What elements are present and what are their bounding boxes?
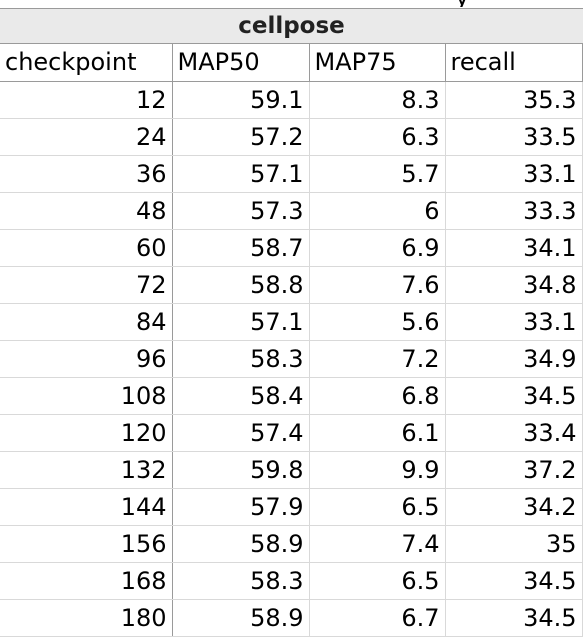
map50-cell[interactable]: 57.4 [172,414,310,452]
map50-cell[interactable]: 58.4 [172,377,310,415]
table-row: 108 58.4 6.8 34.5 [0,377,583,415]
table-row: 48 57.3 6 33.3 [0,192,583,230]
map50-cell[interactable]: 57.2 [172,118,310,156]
table-body: 12 59.1 8.3 35.3 24 57.2 6.3 33.5 36 57.1 5.7 33.1 4… [0,81,583,637]
table-row: 156 58.9 7.4 35 [0,525,583,563]
map75-cell[interactable]: 6.1 [309,414,446,452]
table-row: 12 59.1 8.3 35.3 [0,81,583,119]
map75-cell[interactable]: 5.6 [309,303,446,341]
map50-cell[interactable]: 57.1 [172,155,310,193]
map75-cell[interactable]: 5.7 [309,155,446,193]
header-cell-checkpoint[interactable]: checkpoint [0,44,173,82]
table-row: 36 57.1 5.7 33.1 [0,155,583,193]
recall-cell[interactable]: 33.1 [445,303,583,341]
header-cell-recall[interactable]: recall [445,44,583,82]
checkpoint-cell[interactable]: 180 [0,599,173,637]
recall-cell[interactable]: 34.8 [445,266,583,304]
map75-cell[interactable]: 6.9 [309,229,446,267]
checkpoint-cell[interactable]: 144 [0,488,173,526]
checkpoint-cell[interactable]: 156 [0,525,173,563]
cropped-cell-text: y_ [455,0,481,7]
map75-cell[interactable]: 6.7 [309,599,446,637]
recall-cell[interactable]: 33.1 [445,155,583,193]
map75-cell[interactable]: 6.8 [309,377,446,415]
checkpoint-cell[interactable]: 36 [0,155,173,193]
header-cell-map50[interactable]: MAP50 [172,44,310,82]
sheet-title: cellpose [238,13,345,39]
map50-cell[interactable]: 58.3 [172,340,310,378]
map50-cell[interactable]: 57.1 [172,303,310,341]
table-row: 24 57.2 6.3 33.5 [0,118,583,156]
map50-cell[interactable]: 58.9 [172,525,310,563]
checkpoint-cell[interactable]: 120 [0,414,173,452]
sheet-title-cell[interactable]: cellpose [0,8,583,44]
map75-cell[interactable]: 6.5 [309,562,446,600]
map50-cell[interactable]: 57.3 [172,192,310,230]
checkpoint-cell[interactable]: 24 [0,118,173,156]
checkpoint-cell[interactable]: 96 [0,340,173,378]
recall-cell[interactable]: 34.1 [445,229,583,267]
data-table: checkpoint MAP50 MAP75 recall 12 59.1 8.3 3… [0,44,583,637]
checkpoint-cell[interactable]: 168 [0,562,173,600]
table-row: 180 58.9 6.7 34.5 [0,599,583,637]
table-row: 132 59.8 9.9 37.2 [0,451,583,489]
map50-cell[interactable]: 59.8 [172,451,310,489]
map50-cell[interactable]: 58.8 [172,266,310,304]
recall-cell[interactable]: 34.2 [445,488,583,526]
map50-cell[interactable]: 57.9 [172,488,310,526]
checkpoint-cell[interactable]: 108 [0,377,173,415]
table-row: 120 57.4 6.1 33.4 [0,414,583,452]
map50-cell[interactable]: 58.7 [172,229,310,267]
map50-cell[interactable]: 58.3 [172,562,310,600]
checkpoint-cell[interactable]: 72 [0,266,173,304]
map50-cell[interactable]: 58.9 [172,599,310,637]
recall-cell[interactable]: 33.3 [445,192,583,230]
checkpoint-cell[interactable]: 12 [0,81,173,119]
recall-cell[interactable]: 34.9 [445,340,583,378]
map75-cell[interactable]: 8.3 [309,81,446,119]
map75-cell[interactable]: 6.3 [309,118,446,156]
map75-cell[interactable]: 6 [309,192,446,230]
header-cell-map75[interactable]: MAP75 [309,44,446,82]
table-row: 168 58.3 6.5 34.5 [0,562,583,600]
map75-cell[interactable]: 9.9 [309,451,446,489]
recall-cell[interactable]: 34.5 [445,377,583,415]
table-row: 144 57.9 6.5 34.2 [0,488,583,526]
recall-cell[interactable]: 34.5 [445,562,583,600]
map50-cell[interactable]: 59.1 [172,81,310,119]
recall-cell[interactable]: 33.4 [445,414,583,452]
table-row: 72 58.8 7.6 34.8 [0,266,583,304]
map75-cell[interactable]: 7.6 [309,266,446,304]
table-row: 60 58.7 6.9 34.1 [0,229,583,267]
table-row: 84 57.1 5.6 33.1 [0,303,583,341]
map75-cell[interactable]: 6.5 [309,488,446,526]
recall-cell[interactable]: 34.5 [445,599,583,637]
header-row: checkpoint MAP50 MAP75 recall [0,44,583,82]
recall-cell[interactable]: 35.3 [445,81,583,119]
checkpoint-cell[interactable]: 132 [0,451,173,489]
recall-cell[interactable]: 37.2 [445,451,583,489]
checkpoint-cell[interactable]: 48 [0,192,173,230]
table-row: 96 58.3 7.2 34.9 [0,340,583,378]
checkpoint-cell[interactable]: 60 [0,229,173,267]
map75-cell[interactable]: 7.4 [309,525,446,563]
checkpoint-cell[interactable]: 84 [0,303,173,341]
recall-cell[interactable]: 33.5 [445,118,583,156]
recall-cell[interactable]: 35 [445,525,583,563]
map75-cell[interactable]: 7.2 [309,340,446,378]
